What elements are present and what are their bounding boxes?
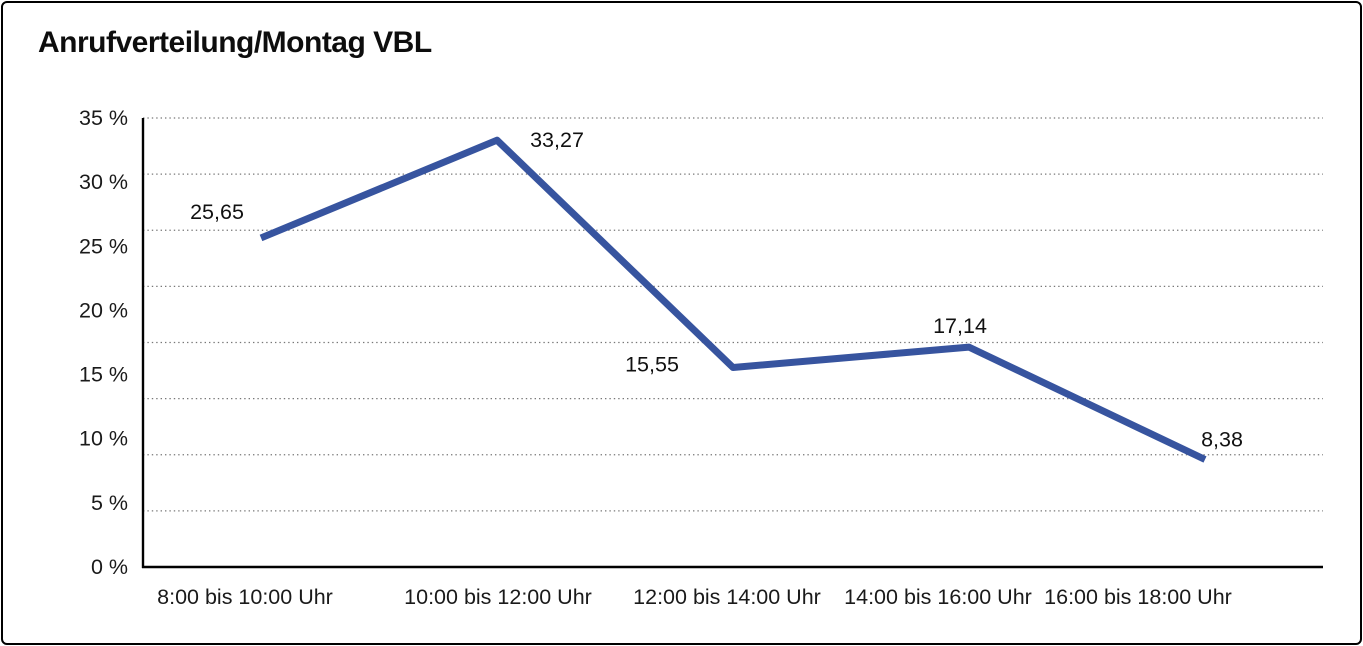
value-label: 17,14 (933, 314, 987, 338)
x-axis-label: 8:00 bis 10:00 Uhr (157, 585, 333, 609)
y-axis-label: 0 % (91, 555, 128, 579)
x-axis-label: 16:00 bis 18:00 Uhr (1044, 585, 1232, 609)
value-label: 8,38 (1201, 427, 1243, 451)
y-axis-label: 10 % (79, 427, 128, 451)
chart-title: Anrufverteilung/Montag VBL (38, 26, 432, 59)
y-axis-label: 25 % (79, 234, 128, 258)
y-axis-label: 5 % (91, 491, 128, 515)
value-label: 33,27 (530, 128, 584, 152)
y-axis-label: 15 % (79, 363, 128, 387)
x-axis-label: 10:00 bis 12:00 Uhr (404, 585, 592, 609)
y-axis-label: 35 % (79, 106, 128, 130)
value-label: 15,55 (625, 353, 679, 377)
y-axis-label: 20 % (79, 298, 128, 322)
x-axis-label: 14:00 bis 16:00 Uhr (844, 585, 1032, 609)
data-line (259, 136, 1207, 463)
value-label: 25,65 (190, 200, 244, 224)
x-axis-label: 12:00 bis 14:00 Uhr (633, 585, 821, 609)
y-axis-label: 30 % (79, 170, 128, 194)
